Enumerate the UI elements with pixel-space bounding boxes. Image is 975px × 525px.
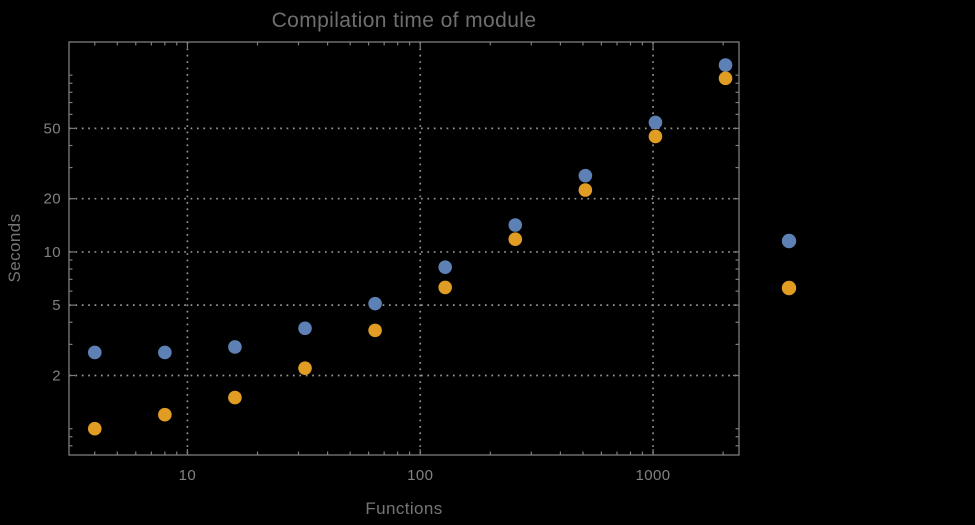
data-point [158, 345, 172, 360]
chart-title: Compilation time of module [272, 9, 537, 32]
y-tick-label: 20 [44, 191, 62, 208]
data-point [298, 321, 312, 336]
y-axis-label: Seconds [5, 214, 24, 283]
plot-frame [68, 41, 740, 456]
y-tick-label: 5 [52, 297, 61, 314]
gridlines [69, 42, 739, 455]
data-point [718, 71, 733, 86]
data-point [578, 183, 593, 197]
data-point [438, 260, 452, 274]
data-point [87, 345, 102, 360]
data-point [648, 129, 663, 144]
legend [781, 233, 797, 296]
data-point [87, 421, 102, 436]
x-tick-label: 1000 [636, 467, 671, 484]
y-tick-label: 2 [52, 367, 61, 384]
x-tick-label: 100 [407, 467, 433, 484]
tick-labels: 10 100 1000 2 5 10 20 50 [44, 120, 671, 484]
y-tick-label: 10 [44, 244, 62, 261]
data-points [87, 58, 733, 436]
data-point [368, 323, 382, 338]
data-point [158, 407, 172, 422]
data-point [368, 296, 382, 311]
data-point [298, 361, 312, 375]
data-point [648, 115, 663, 130]
legend-marker [781, 233, 797, 249]
data-point [228, 340, 242, 354]
y-tick-label: 50 [44, 120, 62, 137]
x-tick-label: 10 [179, 467, 197, 484]
data-point [438, 280, 452, 295]
frame-border [68, 41, 740, 456]
x-axis-label: Functions [365, 499, 442, 518]
data-point [508, 218, 523, 232]
data-point [718, 58, 733, 72]
data-point [578, 168, 593, 183]
axis-ticks [69, 42, 739, 455]
data-point [228, 390, 242, 405]
legend-marker [781, 280, 797, 296]
data-point [508, 232, 523, 247]
